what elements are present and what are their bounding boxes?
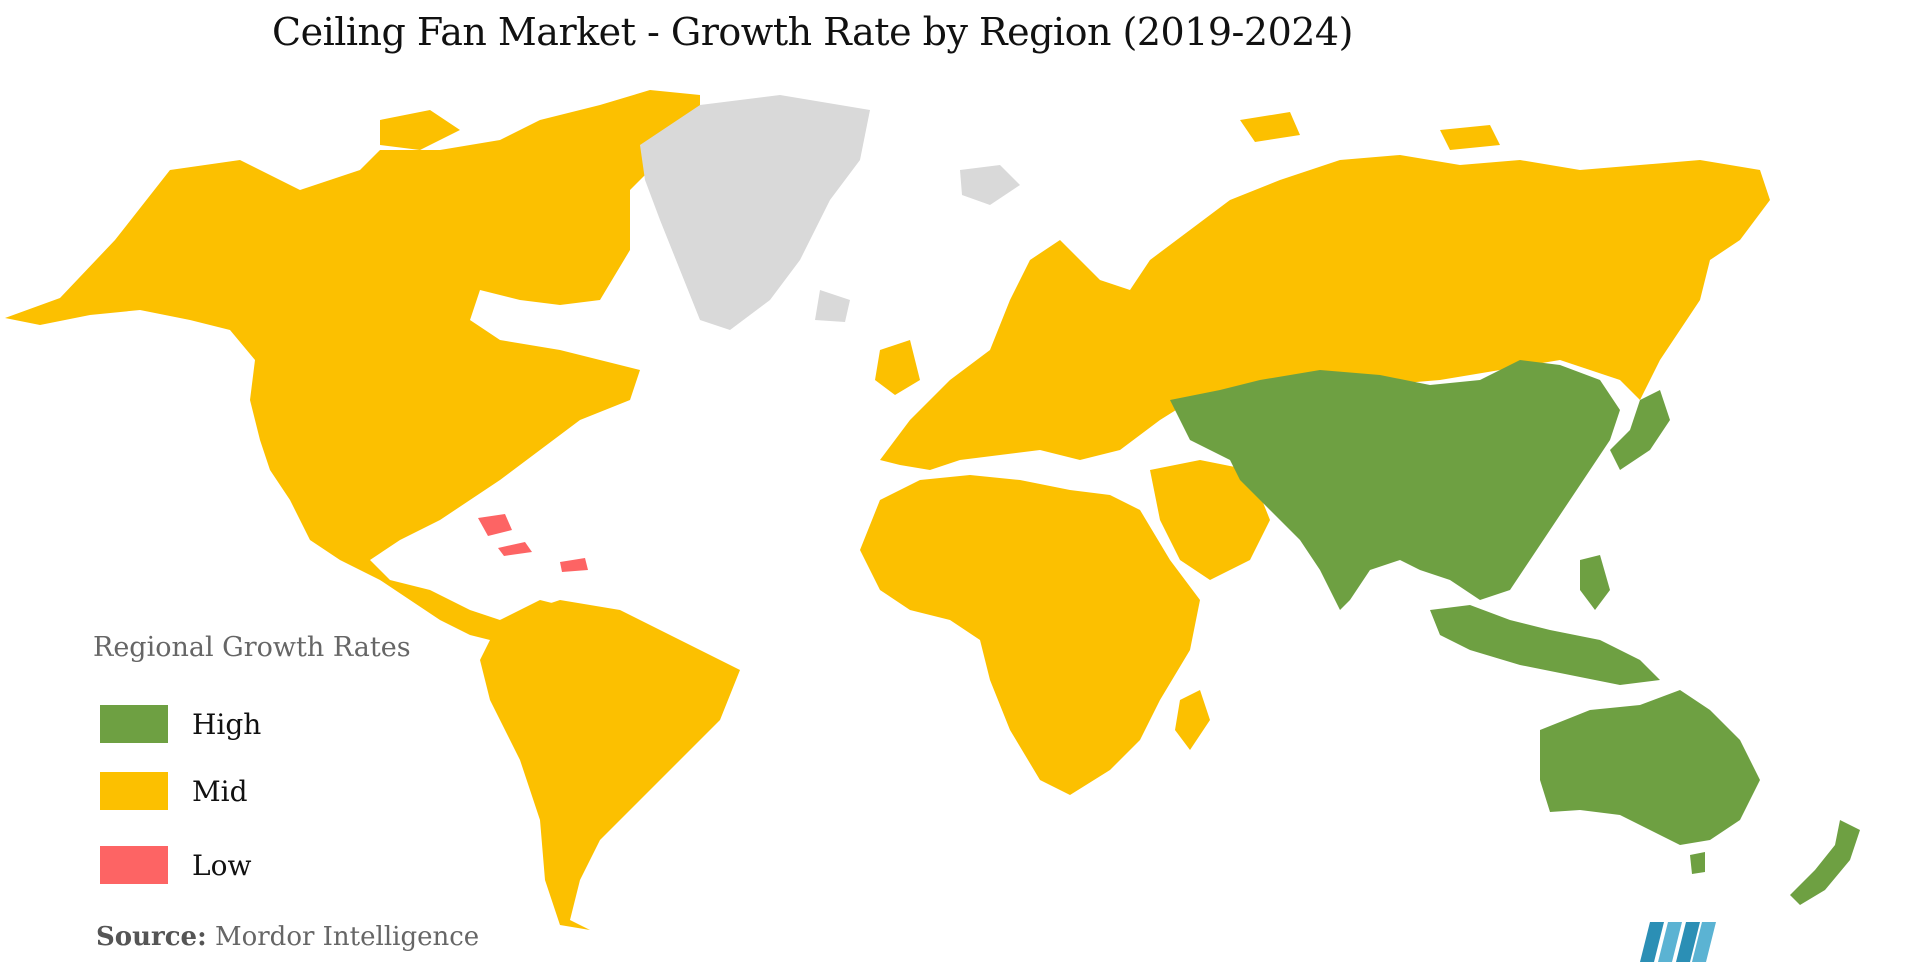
region-caribbean xyxy=(478,514,588,572)
legend-swatch-low xyxy=(100,846,168,884)
region-greenland xyxy=(640,95,1020,330)
legend-label-low: Low xyxy=(192,848,252,882)
legend-item-high: High xyxy=(100,705,261,743)
legend-item-low: Low xyxy=(100,846,251,884)
source-label: Source: xyxy=(96,922,207,952)
region-africa-middle-east xyxy=(860,460,1270,795)
legend-label-mid: Mid xyxy=(192,774,248,808)
legend-item-mid: Mid xyxy=(100,772,248,810)
source-value: Mordor Intelligence xyxy=(214,922,480,952)
legend-label-high: High xyxy=(192,707,262,741)
legend-title: Regional Growth Rates xyxy=(93,632,411,663)
region-north-america xyxy=(5,90,700,640)
region-asia-pacific xyxy=(1170,360,1670,685)
region-europe-russia xyxy=(875,112,1770,470)
legend-swatch-high xyxy=(100,705,168,743)
mordor-intelligence-logo xyxy=(1640,922,1716,962)
chart-title: Ceiling Fan Market - Growth Rate by Regi… xyxy=(272,10,1353,54)
region-south-america xyxy=(480,600,740,930)
legend-swatch-mid xyxy=(100,772,168,810)
region-australia-nz xyxy=(1540,690,1860,905)
source-note: Source: Mordor Intelligence xyxy=(96,922,479,952)
